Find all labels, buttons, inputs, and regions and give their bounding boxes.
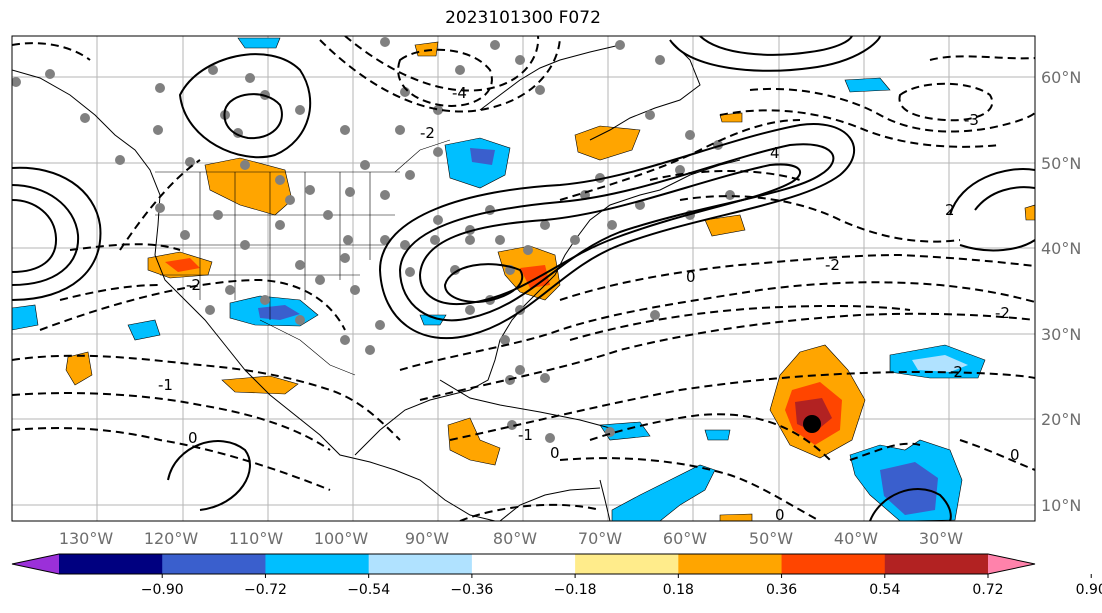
contour-label: -2: [186, 276, 201, 294]
contour-label: 0: [775, 506, 785, 524]
coastlines: [12, 39, 741, 521]
lon-tick: 60°W: [663, 529, 707, 548]
colorbar-segment: [265, 554, 370, 574]
contour-label: 0: [188, 429, 198, 447]
colorbar-segment: [471, 554, 576, 574]
contour-label: -2: [825, 256, 840, 274]
dashed-contours: [12, 36, 1035, 521]
lat-tick: 40°N: [1041, 239, 1081, 258]
colorbar-label: −0.18: [554, 582, 597, 598]
lon-tick: 70°W: [578, 529, 622, 548]
lat-tick: 30°N: [1041, 325, 1081, 344]
contour-label: 0: [550, 444, 560, 462]
colorbar-label: 0.72: [972, 582, 1003, 598]
lon-tick: 30°W: [919, 529, 963, 548]
lon-tick: 50°W: [749, 529, 793, 548]
contour-label: -1: [518, 426, 533, 444]
colorbar-label: 0.36: [766, 582, 797, 598]
contour-label: 2: [945, 201, 955, 219]
figure-title: 2023101300 F072: [445, 8, 601, 28]
contour-label: -2: [995, 304, 1010, 322]
lon-tick: 130°W: [59, 529, 114, 548]
map-frame: [11, 35, 1036, 522]
colorbar-extend-low: [12, 554, 59, 574]
lon-tick: 80°W: [493, 529, 537, 548]
lon-tick: 120°W: [144, 529, 199, 548]
lat-tick: 60°N: [1041, 68, 1081, 87]
colorbar-label: −0.72: [244, 582, 287, 598]
lon-tick: 110°W: [229, 529, 284, 548]
lat-tick: 20°N: [1041, 410, 1081, 429]
lon-ticks: 130°W 120°W 110°W 100°W 90°W 80°W 70°W 6…: [59, 529, 963, 548]
colorbar-label: −0.36: [450, 582, 493, 598]
colorbar-segment: [678, 554, 783, 574]
colorbar-label: −0.54: [347, 582, 390, 598]
colorbar-segment: [884, 554, 989, 574]
colorbar-label: 0.90: [1076, 582, 1102, 598]
contour-label: -4: [452, 84, 467, 102]
colorbar-segment: [162, 554, 266, 574]
colorbar: −0.90 −0.72 −0.54 −0.36 −0.18 0.18 0.36 0.54 0.7…: [11, 553, 1102, 598]
borders: [155, 139, 451, 376]
colorbar-extend-high: [988, 554, 1035, 574]
colorbar-label: 0.18: [663, 582, 694, 598]
colorbar-segment: [781, 554, 886, 574]
contour-label: -2: [948, 363, 963, 381]
station-dots: [12, 37, 735, 443]
lat-ticks: 60°N 50°N 40°N 30°N 20°N 10°N: [1041, 68, 1081, 515]
contour-label: 0: [686, 268, 696, 286]
colorbar-label: 0.54: [869, 582, 900, 598]
colorbar-outline: [11, 553, 1036, 575]
contour-labels: -4 -3 -2 -1 0 2 4 -2 0 0 -2 -2 -2 -1 0 0: [158, 84, 1020, 524]
contour-label: 0: [1010, 446, 1020, 464]
storm-center-marker: [803, 415, 821, 433]
lat-tick: 50°N: [1041, 154, 1081, 173]
solid-contours: [12, 36, 1035, 521]
contour-label: 4: [770, 144, 780, 162]
lon-tick: 100°W: [314, 529, 369, 548]
lon-tick: 90°W: [405, 529, 449, 548]
contour-label: -3: [964, 111, 979, 129]
colorbar-segment: [368, 554, 473, 574]
contour-label: -2: [420, 124, 435, 142]
colorbar-label: −0.90: [141, 582, 184, 598]
lat-tick: 10°N: [1041, 496, 1081, 515]
colorbar-segment: [59, 554, 163, 574]
colorbar-segment: [575, 554, 679, 574]
lon-tick: 40°W: [834, 529, 878, 548]
contour-label: -1: [158, 376, 173, 394]
